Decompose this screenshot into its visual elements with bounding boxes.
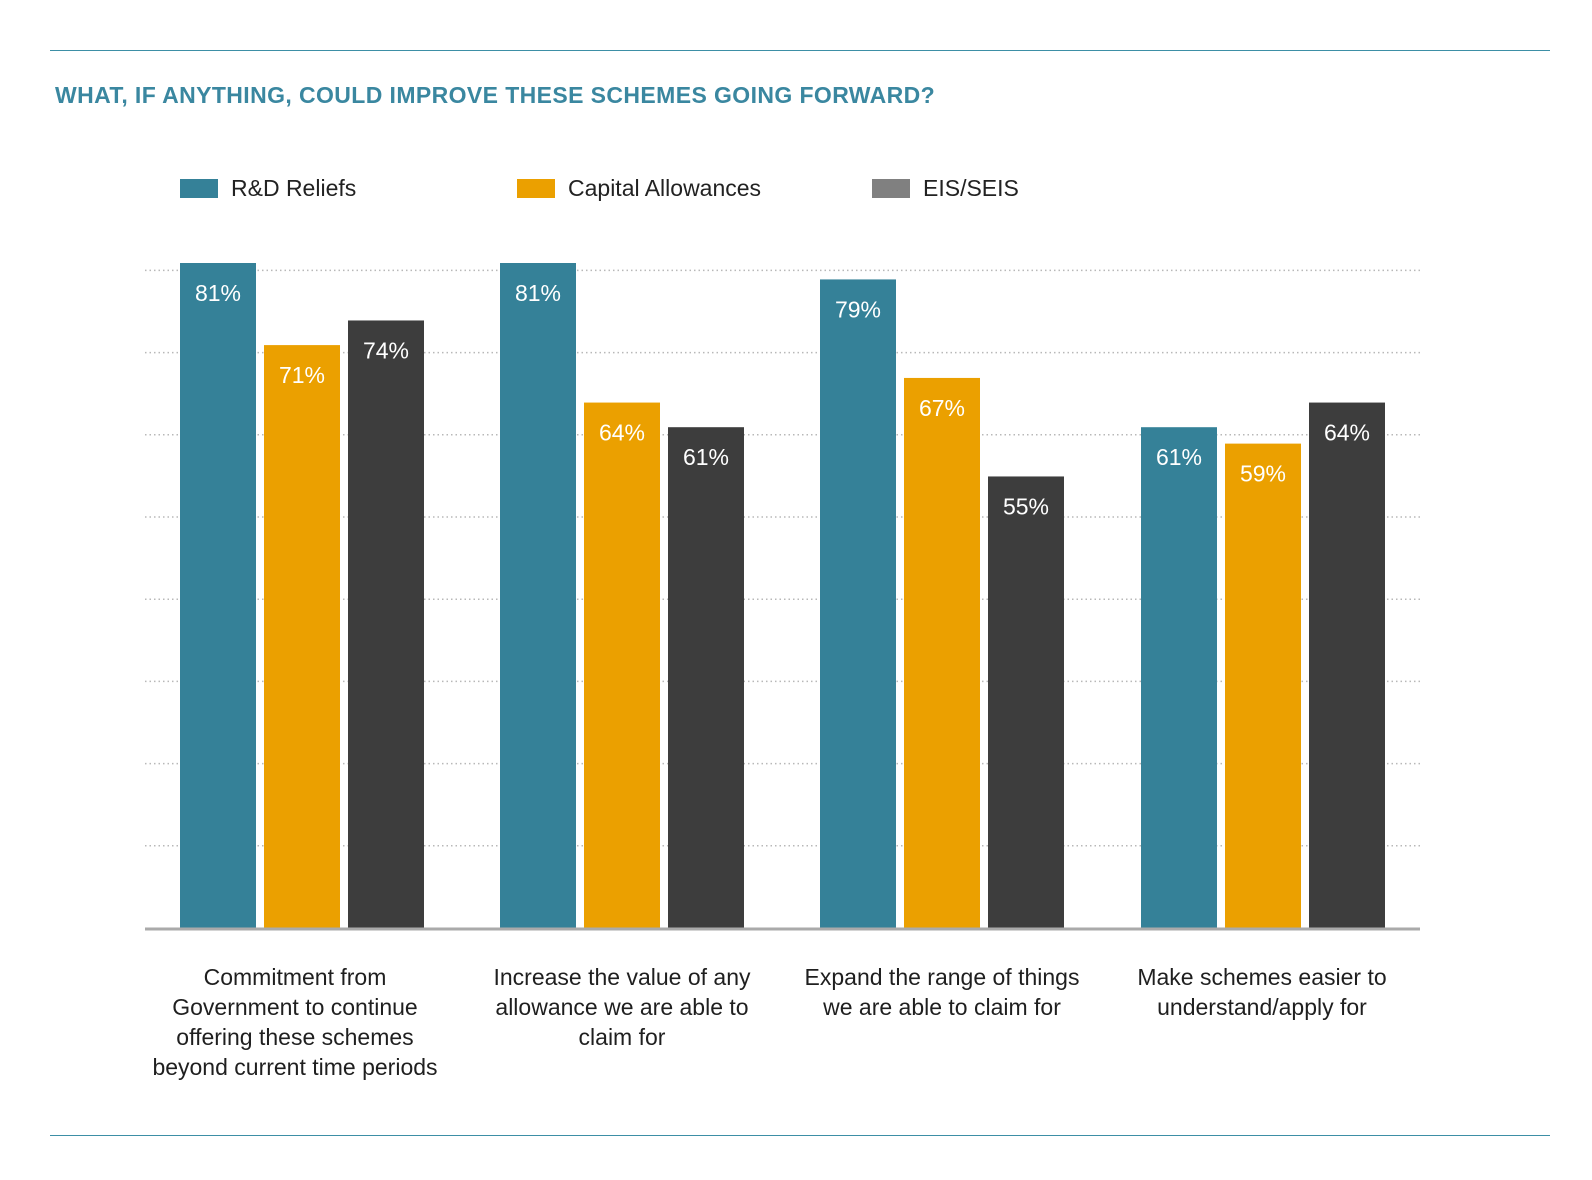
- value-label: 71%: [279, 362, 325, 388]
- category-label-commitment: Commitment from Government to continue o…: [152, 964, 438, 1080]
- legend-item-eis-seis: EIS/SEIS: [872, 168, 1019, 208]
- category-label-easier: Make schemes easier to understand/apply …: [1137, 964, 1387, 1020]
- category-label-increase-value: Increase the value of any allowance we a…: [493, 964, 751, 1050]
- value-label: 79%: [835, 296, 881, 322]
- bar: [348, 320, 424, 929]
- value-label: 59%: [1240, 461, 1286, 487]
- bar: [500, 263, 576, 928]
- value-label: 81%: [515, 280, 561, 306]
- value-label: 67%: [919, 395, 965, 421]
- legend: R&D Reliefs Capital Allowances EIS/SEIS: [0, 168, 1592, 208]
- bottom-rule: [50, 1135, 1550, 1136]
- legend-swatch-rd-reliefs: [180, 178, 218, 198]
- legend-item-capital-allowances: Capital Allowances: [517, 168, 761, 208]
- legend-label-rd-reliefs: R&D Reliefs: [231, 174, 357, 201]
- bar: [668, 427, 744, 928]
- value-label: 81%: [195, 280, 241, 306]
- legend-item-rd-reliefs: R&D Reliefs: [180, 168, 356, 208]
- value-label: 61%: [1156, 444, 1202, 470]
- bar: [1225, 443, 1301, 928]
- bar: [820, 279, 896, 928]
- category-label-expand-range: Expand the range of things we are able t…: [804, 964, 1080, 1020]
- top-rule: [50, 50, 1550, 51]
- chart-title: WHAT, IF ANYTHING, COULD IMPROVE THESE S…: [55, 82, 936, 108]
- legend-label-eis-seis: EIS/SEIS: [923, 174, 1019, 201]
- legend-swatch-eis-seis: [872, 178, 910, 198]
- bar: [1141, 427, 1217, 928]
- legend-label-capital-allowances: Capital Allowances: [568, 174, 762, 201]
- value-label: 61%: [683, 444, 729, 470]
- bar: [988, 476, 1064, 928]
- bar: [180, 263, 256, 928]
- bar: [1309, 402, 1385, 929]
- value-label: 64%: [1324, 420, 1370, 446]
- value-label: 74%: [363, 337, 409, 363]
- value-label: 64%: [599, 420, 645, 446]
- bar: [904, 377, 980, 929]
- legend-swatch-capital-allowances: [517, 178, 555, 198]
- value-label: 55%: [1003, 493, 1049, 519]
- bar: [264, 345, 340, 928]
- bar: [584, 402, 660, 929]
